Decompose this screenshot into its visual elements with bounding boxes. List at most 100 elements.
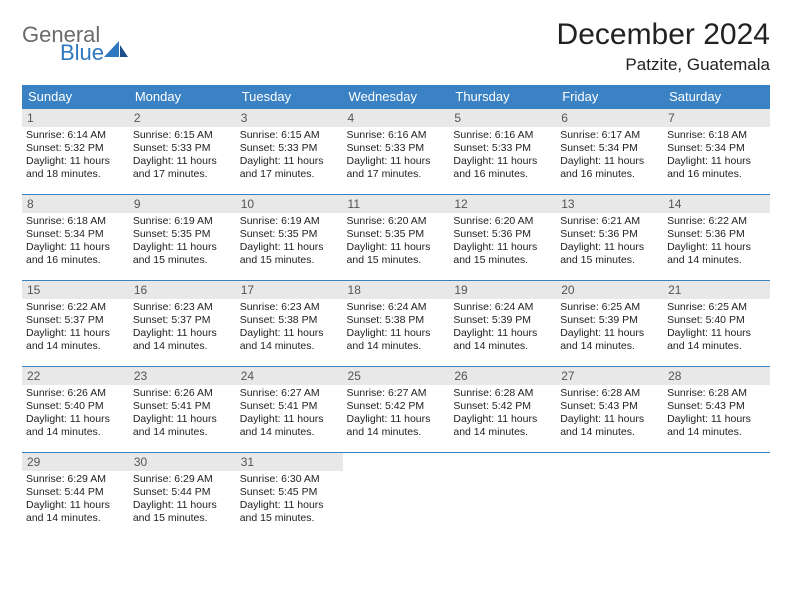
calendar-day-cell: 3Sunrise: 6:15 AMSunset: 5:33 PMDaylight… (236, 109, 343, 195)
day-detail-line: Daylight: 11 hours (240, 327, 339, 340)
day-detail-line: Sunrise: 6:19 AM (240, 215, 339, 228)
day-detail-line: Sunrise: 6:16 AM (347, 129, 446, 142)
day-number: 15 (22, 281, 129, 299)
day-detail-line: and 16 minutes. (453, 168, 552, 181)
day-details: Sunrise: 6:23 AMSunset: 5:37 PMDaylight:… (129, 299, 236, 358)
day-detail-line: Daylight: 11 hours (667, 327, 766, 340)
day-detail-line: Daylight: 11 hours (347, 327, 446, 340)
day-number: 8 (22, 195, 129, 213)
day-detail-line: Sunrise: 6:18 AM (667, 129, 766, 142)
day-detail-line: Sunrise: 6:25 AM (560, 301, 659, 314)
day-detail-line: and 14 minutes. (240, 426, 339, 439)
day-details: Sunrise: 6:20 AMSunset: 5:36 PMDaylight:… (449, 213, 556, 272)
day-detail-line: and 15 minutes. (347, 254, 446, 267)
day-detail-line: Sunset: 5:34 PM (667, 142, 766, 155)
day-detail-line: Daylight: 11 hours (133, 327, 232, 340)
day-details: Sunrise: 6:21 AMSunset: 5:36 PMDaylight:… (556, 213, 663, 272)
day-detail-line: and 14 minutes. (347, 340, 446, 353)
day-number: 20 (556, 281, 663, 299)
day-detail-line: Sunrise: 6:23 AM (240, 301, 339, 314)
calendar-day-cell: 30Sunrise: 6:29 AMSunset: 5:44 PMDayligh… (129, 453, 236, 539)
day-detail-line: Daylight: 11 hours (26, 241, 125, 254)
day-number: 5 (449, 109, 556, 127)
day-details: Sunrise: 6:23 AMSunset: 5:38 PMDaylight:… (236, 299, 343, 358)
day-number: 21 (663, 281, 770, 299)
day-detail-line: Daylight: 11 hours (240, 155, 339, 168)
brand-line2: Blue (60, 42, 104, 64)
day-detail-line: Sunrise: 6:18 AM (26, 215, 125, 228)
day-details: Sunrise: 6:25 AMSunset: 5:39 PMDaylight:… (556, 299, 663, 358)
day-detail-line: Sunset: 5:38 PM (240, 314, 339, 327)
calendar-day-cell: 17Sunrise: 6:23 AMSunset: 5:38 PMDayligh… (236, 281, 343, 367)
day-detail-line: Daylight: 11 hours (133, 155, 232, 168)
day-detail-line: Sunrise: 6:24 AM (453, 301, 552, 314)
day-detail-line: Sunrise: 6:26 AM (133, 387, 232, 400)
day-detail-line: Sunrise: 6:23 AM (133, 301, 232, 314)
day-detail-line: and 15 minutes. (240, 512, 339, 525)
day-details: Sunrise: 6:18 AMSunset: 5:34 PMDaylight:… (663, 127, 770, 186)
calendar-table: Sunday Monday Tuesday Wednesday Thursday… (22, 85, 770, 539)
day-details: Sunrise: 6:26 AMSunset: 5:41 PMDaylight:… (129, 385, 236, 444)
day-detail-line: and 15 minutes. (453, 254, 552, 267)
month-title: December 2024 (557, 18, 770, 52)
day-detail-line: Daylight: 11 hours (240, 499, 339, 512)
day-detail-line: and 16 minutes. (26, 254, 125, 267)
day-number: 6 (556, 109, 663, 127)
day-number: 3 (236, 109, 343, 127)
day-number: 1 (22, 109, 129, 127)
day-detail-line: Sunset: 5:33 PM (453, 142, 552, 155)
day-detail-line: Sunset: 5:39 PM (453, 314, 552, 327)
calendar-day-cell: 25Sunrise: 6:27 AMSunset: 5:42 PMDayligh… (343, 367, 450, 453)
calendar-day-cell: 5Sunrise: 6:16 AMSunset: 5:33 PMDaylight… (449, 109, 556, 195)
day-detail-line: Sunrise: 6:15 AM (133, 129, 232, 142)
day-number: 30 (129, 453, 236, 471)
day-details: Sunrise: 6:20 AMSunset: 5:35 PMDaylight:… (343, 213, 450, 272)
calendar-day-cell: 9Sunrise: 6:19 AMSunset: 5:35 PMDaylight… (129, 195, 236, 281)
day-detail-line: Sunset: 5:36 PM (667, 228, 766, 241)
day-detail-line: Sunrise: 6:25 AM (667, 301, 766, 314)
sail-icon (104, 39, 130, 64)
day-detail-line: Daylight: 11 hours (560, 241, 659, 254)
calendar-day-cell: 27Sunrise: 6:28 AMSunset: 5:43 PMDayligh… (556, 367, 663, 453)
day-detail-line: and 15 minutes. (133, 254, 232, 267)
day-detail-line: Sunset: 5:34 PM (560, 142, 659, 155)
calendar-day-cell: 1Sunrise: 6:14 AMSunset: 5:32 PMDaylight… (22, 109, 129, 195)
calendar-day-cell (449, 453, 556, 539)
day-details: Sunrise: 6:18 AMSunset: 5:34 PMDaylight:… (22, 213, 129, 272)
day-detail-line: and 15 minutes. (133, 512, 232, 525)
day-detail-line: Sunset: 5:35 PM (240, 228, 339, 241)
brand-text: General Blue (22, 24, 104, 64)
day-detail-line: Sunset: 5:45 PM (240, 486, 339, 499)
day-detail-line: Sunrise: 6:19 AM (133, 215, 232, 228)
day-detail-line: Sunset: 5:33 PM (347, 142, 446, 155)
day-detail-line: Daylight: 11 hours (667, 413, 766, 426)
day-detail-line: and 14 minutes. (667, 426, 766, 439)
day-details: Sunrise: 6:22 AMSunset: 5:37 PMDaylight:… (22, 299, 129, 358)
day-detail-line: and 14 minutes. (26, 340, 125, 353)
day-detail-line: Daylight: 11 hours (133, 241, 232, 254)
day-detail-line: and 14 minutes. (453, 340, 552, 353)
day-details: Sunrise: 6:28 AMSunset: 5:43 PMDaylight:… (663, 385, 770, 444)
day-details: Sunrise: 6:27 AMSunset: 5:42 PMDaylight:… (343, 385, 450, 444)
day-number: 22 (22, 367, 129, 385)
day-detail-line: Sunset: 5:34 PM (26, 228, 125, 241)
weekday-header: Wednesday (343, 85, 450, 109)
calendar-day-cell: 23Sunrise: 6:26 AMSunset: 5:41 PMDayligh… (129, 367, 236, 453)
day-detail-line: Sunset: 5:38 PM (347, 314, 446, 327)
day-number: 27 (556, 367, 663, 385)
day-detail-line: Sunrise: 6:27 AM (240, 387, 339, 400)
day-detail-line: Sunset: 5:33 PM (240, 142, 339, 155)
day-detail-line: Sunrise: 6:21 AM (560, 215, 659, 228)
day-detail-line: Sunset: 5:42 PM (347, 400, 446, 413)
calendar-day-cell: 8Sunrise: 6:18 AMSunset: 5:34 PMDaylight… (22, 195, 129, 281)
day-detail-line: Sunrise: 6:28 AM (560, 387, 659, 400)
day-detail-line: and 14 minutes. (667, 254, 766, 267)
day-detail-line: Daylight: 11 hours (347, 241, 446, 254)
day-detail-line: and 17 minutes. (347, 168, 446, 181)
day-number: 11 (343, 195, 450, 213)
calendar-week-row: 15Sunrise: 6:22 AMSunset: 5:37 PMDayligh… (22, 281, 770, 367)
day-detail-line: Sunset: 5:43 PM (667, 400, 766, 413)
calendar-day-cell: 12Sunrise: 6:20 AMSunset: 5:36 PMDayligh… (449, 195, 556, 281)
calendar-day-cell: 11Sunrise: 6:20 AMSunset: 5:35 PMDayligh… (343, 195, 450, 281)
day-detail-line: Sunrise: 6:28 AM (667, 387, 766, 400)
